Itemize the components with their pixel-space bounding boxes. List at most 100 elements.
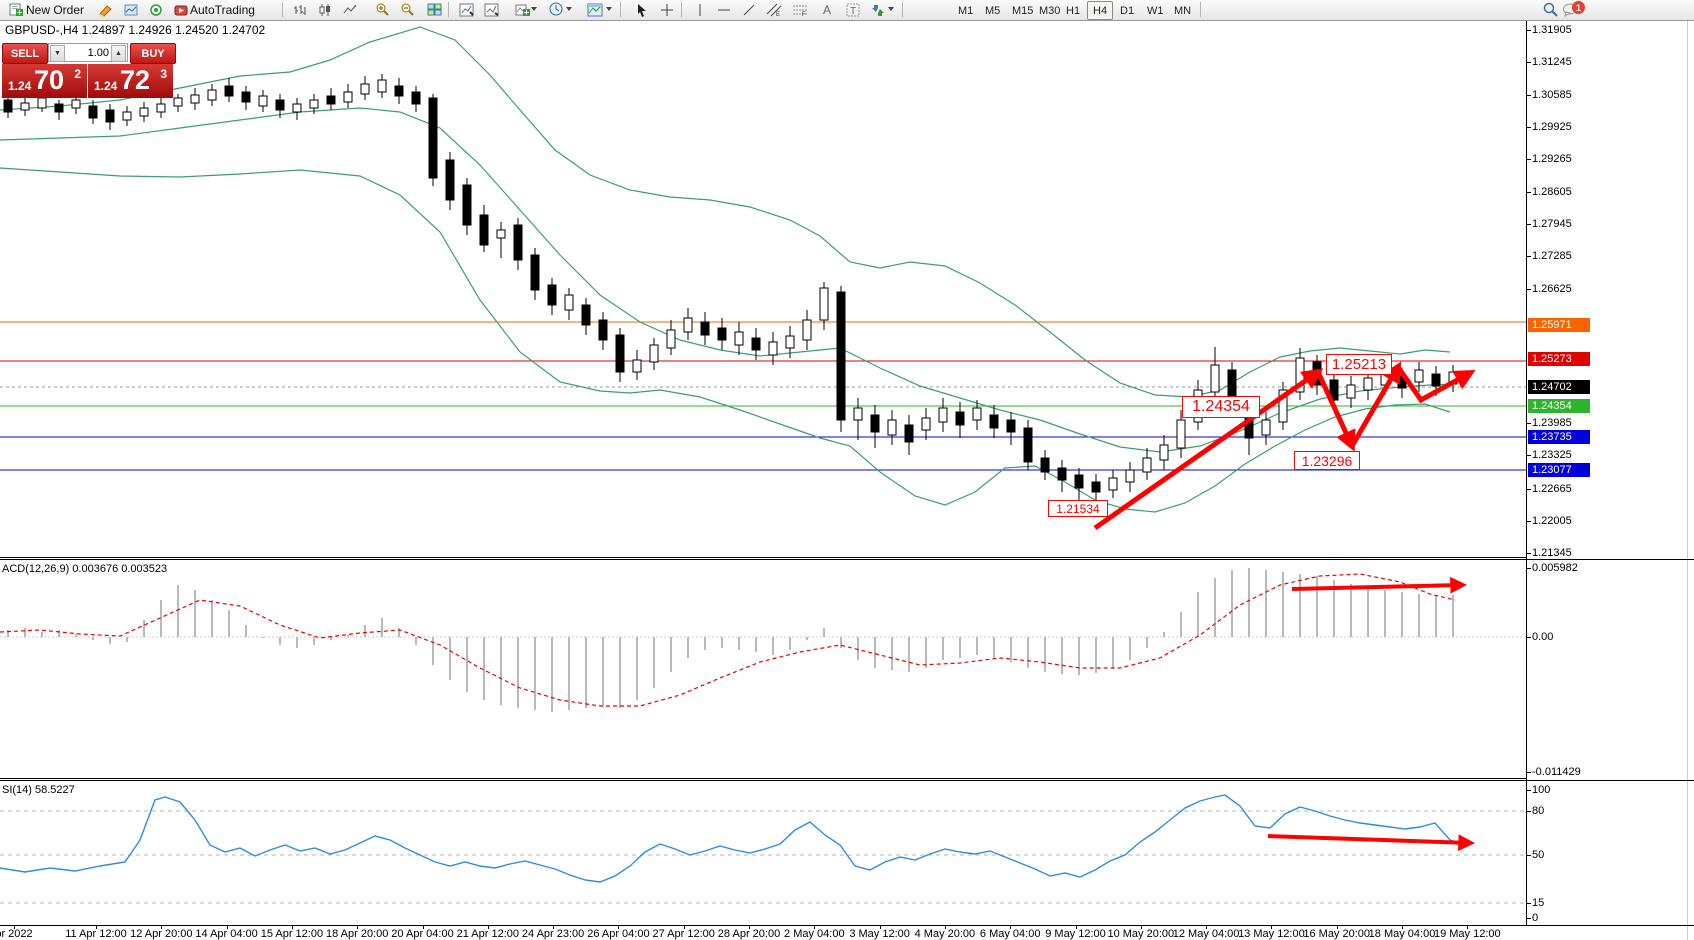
time-tick [1336, 925, 1338, 929]
price-level-tag: 1.23735 [1528, 430, 1590, 444]
price-tick: 1.22665 [1532, 483, 1572, 495]
buy-price-display[interactable]: 1.24 72 3 [88, 64, 173, 98]
text-label-tool-icon[interactable]: T [843, 1, 863, 18]
period-clock-icon[interactable] [546, 1, 566, 18]
volume-down-button[interactable]: ▼ [50, 45, 65, 62]
period-dropdown[interactable] [566, 7, 572, 11]
timeframe-m1[interactable]: M1 [958, 4, 974, 17]
arrows-tool-icon[interactable] [868, 1, 888, 18]
candlestick-series [3, 74, 1458, 508]
line-chart-icon[interactable] [340, 1, 360, 18]
price-level-tag: 1.25273 [1528, 352, 1590, 366]
arrows-dropdown[interactable] [888, 7, 894, 11]
styler-crayon-icon[interactable] [96, 1, 116, 18]
strategy-tester-icon[interactable] [481, 1, 501, 18]
time-label: 9 May 12:00 [1045, 928, 1106, 940]
zoom-out-icon[interactable] [397, 1, 417, 18]
timeframe-m30[interactable]: M30 [1039, 4, 1061, 17]
panel-separator[interactable] [0, 780, 1694, 781]
time-label: 15 Apr 12:00 [260, 928, 324, 940]
tick-mark [1527, 553, 1531, 554]
data-window-icon[interactable] [456, 1, 476, 18]
templates-dropdown[interactable] [606, 7, 612, 11]
toolbar-separator [902, 2, 903, 17]
svg-text:A: A [823, 3, 831, 16]
timeframe-m15[interactable]: M15 [1012, 4, 1034, 17]
tick-mark [1527, 772, 1531, 773]
time-tick [944, 925, 946, 929]
price-tick: 1.28605 [1532, 186, 1572, 198]
profile-icon[interactable] [121, 1, 141, 18]
time-label: 28 Apr 20:00 [717, 928, 781, 940]
horizontal-line-tool-icon[interactable] [714, 1, 734, 18]
price-tick: 1.30585 [1532, 89, 1572, 101]
crosshair-icon[interactable] [657, 1, 677, 18]
buy-button[interactable]: BUY [130, 43, 176, 64]
time-label: 10 May 20:00 [1107, 928, 1175, 940]
timeframe-mn[interactable]: MN [1174, 4, 1192, 17]
add-indicator-icon[interactable] [512, 1, 532, 18]
time-tick [487, 925, 489, 929]
new-order-button[interactable]: New Order [26, 3, 85, 17]
time-tick [683, 925, 685, 929]
price-tick: 1.23985 [1532, 417, 1572, 429]
toolbar-separator [620, 2, 621, 17]
time-label: 4 May 20:00 [914, 928, 976, 940]
channel-tool-icon[interactable]: E [764, 1, 784, 18]
candlestick-chart-icon[interactable] [315, 1, 335, 18]
panel-separator[interactable] [0, 559, 1694, 560]
tick-mark [1527, 918, 1531, 919]
fibonacci-tool-icon[interactable]: F [790, 1, 810, 18]
horizontal-levels[interactable] [0, 321, 1526, 471]
sell-price-display[interactable]: 1.24 70 2 [2, 64, 88, 98]
volume-input[interactable]: 1.00 [87, 47, 109, 59]
toolbar-separator [1200, 2, 1201, 17]
time-label: 26 Apr 04:00 [587, 928, 650, 940]
svg-text:F: F [802, 12, 806, 17]
volume-up-button[interactable]: ▲ [111, 45, 126, 62]
time-label: 6 May 04:00 [979, 928, 1041, 940]
sell-button[interactable]: SELL [2, 43, 48, 64]
price-axis-area [1527, 20, 1694, 940]
time-tick [1206, 925, 1208, 929]
timeframe-h1[interactable]: H1 [1066, 4, 1081, 17]
text-tool-icon[interactable]: A [818, 1, 838, 18]
bollinger-upper [0, 26, 1451, 398]
trend-annotation-arrows[interactable] [1093, 361, 1476, 851]
tile-windows-icon[interactable] [424, 1, 444, 18]
add-indicator-dropdown[interactable] [531, 7, 537, 11]
panel-separator[interactable] [0, 778, 1527, 779]
time-label: 12 May 04:00 [1172, 928, 1240, 940]
time-tick [1075, 925, 1077, 929]
macd-panel [0, 568, 1526, 712]
symbol-ohlc-label: GBPUSD-,H4 1.24897 1.24926 1.24520 1.247… [5, 23, 266, 37]
time-tick [1271, 925, 1273, 929]
cursor-icon[interactable] [632, 1, 652, 18]
trendline-tool-icon[interactable] [739, 1, 759, 18]
sound-signal-icon[interactable] [146, 1, 166, 18]
zoom-in-icon[interactable] [372, 1, 392, 18]
notification-badge: 1 [1572, 1, 1585, 14]
tick-mark [1527, 62, 1531, 63]
autotrading-button[interactable]: AutoTrading [190, 3, 255, 17]
bar-chart-icon[interactable] [290, 1, 310, 18]
timeframe-d1[interactable]: D1 [1120, 4, 1135, 17]
time-axis-border [0, 925, 1694, 926]
timeframe-m5[interactable]: M5 [985, 4, 1001, 17]
time-tick [553, 925, 555, 929]
price-tick: 1.22005 [1532, 515, 1572, 527]
autotrading-icon[interactable] [172, 1, 192, 18]
panel-separator[interactable] [0, 557, 1527, 558]
price-tick: 1.27285 [1532, 250, 1572, 262]
time-label: 27 Apr 12:00 [652, 928, 715, 940]
sell-price-pip: 2 [74, 67, 81, 81]
tick-mark [1527, 95, 1531, 96]
timeframe-h4[interactable]: H4 [1087, 1, 1114, 20]
templates-icon[interactable] [585, 1, 605, 18]
new-order-icon[interactable] [6, 1, 26, 18]
toolbar-separator [448, 2, 449, 17]
search-icon[interactable] [1540, 1, 1560, 18]
vertical-line-tool-icon[interactable] [690, 1, 710, 18]
timeframe-w1[interactable]: W1 [1147, 4, 1164, 17]
